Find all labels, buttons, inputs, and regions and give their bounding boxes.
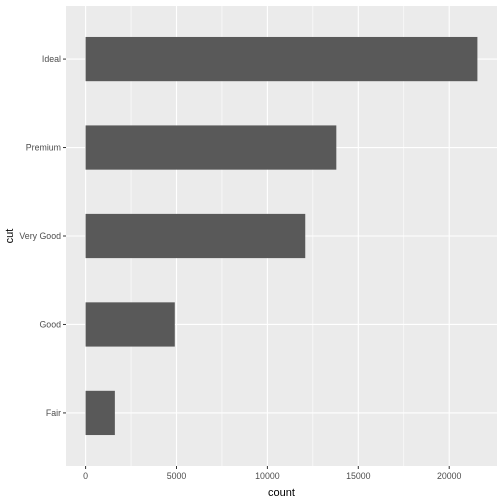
y-axis: Fair Good Very Good Premium Ideal	[19, 54, 66, 418]
y-axis-title: cut	[4, 229, 16, 244]
bar	[85, 125, 337, 170]
x-axis-title: count	[268, 487, 295, 499]
bar	[85, 36, 478, 82]
bars	[85, 36, 478, 436]
x-axis: 0 5000 10000 15000 20000	[83, 466, 462, 481]
bar	[85, 213, 306, 259]
x-tick-label: 5000	[167, 471, 187, 481]
bar	[85, 302, 175, 347]
y-tick-label: Ideal	[42, 54, 61, 64]
x-tick-label: 20000	[437, 471, 462, 481]
y-tick-label: Very Good	[19, 231, 61, 241]
x-tick-label: 0	[83, 471, 88, 481]
y-tick-label: Good	[39, 319, 61, 329]
bar	[85, 390, 115, 436]
x-tick-label: 15000	[346, 471, 371, 481]
y-tick-label: Premium	[26, 143, 61, 153]
y-tick-label: Fair	[46, 408, 61, 418]
x-tick-label: 10000	[255, 471, 280, 481]
